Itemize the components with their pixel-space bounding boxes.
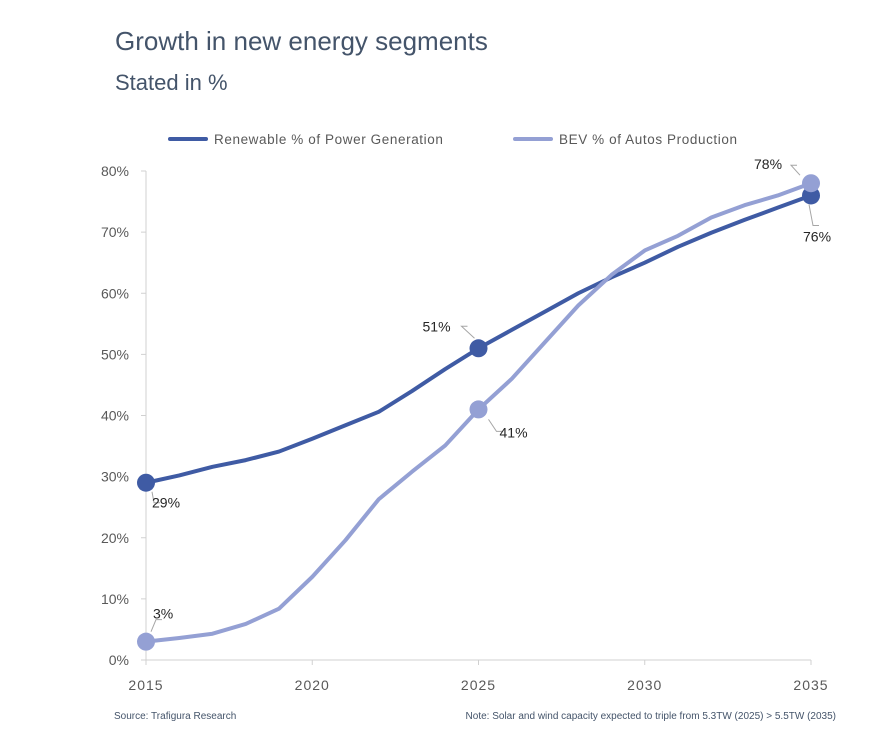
y-tick-label: 70% [101, 224, 129, 240]
legend-swatch-renewable [168, 137, 208, 141]
data-label-leader [789, 164, 801, 176]
x-tick-label: 2020 [295, 677, 330, 693]
x-tick-label: 2035 [793, 677, 828, 693]
y-tick-label: 10% [101, 591, 129, 607]
y-tick-label: 80% [101, 163, 129, 179]
footnote: Note: Solar and wind capacity expected t… [465, 711, 836, 722]
chart-subtitle: Stated in % [115, 70, 228, 95]
legend-swatch-bev [513, 137, 553, 141]
y-tick-label: 40% [101, 408, 129, 424]
legend-item-renewable: Renewable % of Power Generation [168, 131, 443, 147]
chart-title: Growth in new energy segments [115, 26, 488, 56]
data-label-leader [151, 491, 160, 504]
data-point-marker [137, 473, 155, 492]
data-label-leader [808, 204, 819, 226]
x-tick-label: 2030 [627, 677, 662, 693]
data-point-marker [469, 339, 488, 358]
data-label: 78% [754, 156, 782, 172]
data-point-marker [802, 174, 820, 193]
legend-item-bev: BEV % of Autos Production [513, 131, 738, 147]
data-label: 29% [152, 495, 180, 511]
source-note: Source: Trafigura Research [114, 711, 237, 722]
legend-label-bev: BEV % of Autos Production [559, 131, 738, 147]
data-label-leader [488, 419, 503, 432]
data-label: 41% [500, 424, 528, 440]
y-tick-label: 20% [101, 530, 129, 546]
y-tick-label: 30% [101, 469, 129, 485]
data-point-marker [137, 632, 155, 651]
legend-label-renewable: Renewable % of Power Generation [214, 131, 444, 147]
x-tick-label: 2025 [461, 677, 496, 693]
data-label-leader [150, 619, 162, 632]
series-line-renewable [144, 193, 813, 485]
y-tick-label: 0% [109, 652, 129, 668]
data-label: 51% [423, 318, 451, 334]
data-point-marker [469, 400, 488, 419]
data-label: 3% [153, 606, 173, 622]
data-label: 76% [803, 228, 831, 244]
y-tick-label: 60% [101, 285, 129, 301]
y-tick-label: 50% [101, 346, 129, 362]
data-label-leader [460, 325, 475, 339]
x-tick-label: 2015 [128, 677, 163, 693]
